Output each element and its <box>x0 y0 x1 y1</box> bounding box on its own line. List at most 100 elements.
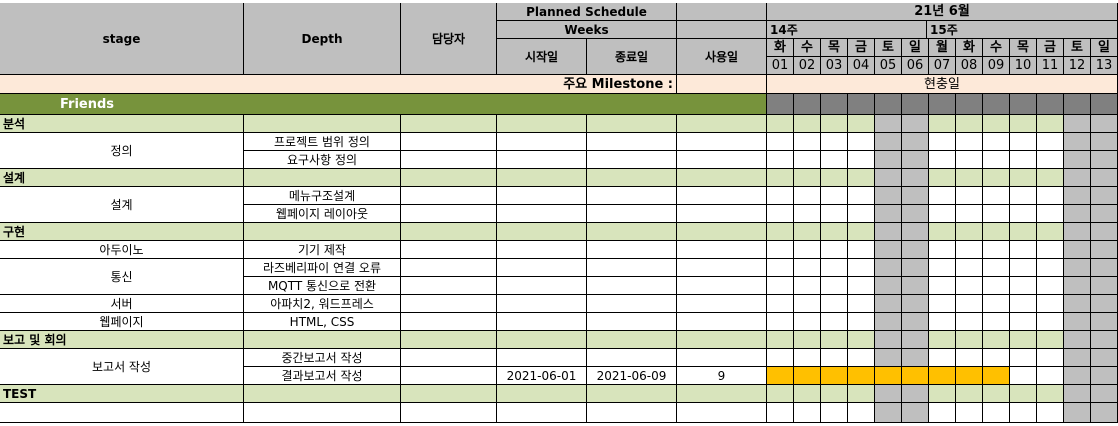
gantt-cell[interactable] <box>983 115 1010 133</box>
day-header-cell[interactable]: 화 <box>767 39 794 57</box>
owner-cell[interactable] <box>401 403 497 423</box>
header-depth[interactable]: Depth <box>244 3 401 75</box>
gantt-cell[interactable] <box>794 115 821 133</box>
gantt-cell[interactable] <box>1091 187 1118 205</box>
gantt-cell[interactable] <box>929 403 956 423</box>
gantt-cell[interactable] <box>929 94 956 115</box>
depth-cell[interactable]: HTML, CSS <box>244 313 401 331</box>
section-cell[interactable] <box>401 223 497 241</box>
gantt-cell[interactable] <box>1064 367 1091 385</box>
gantt-bar-cell[interactable] <box>875 367 902 385</box>
end-date-cell[interactable] <box>587 403 677 423</box>
owner-cell[interactable] <box>401 259 497 277</box>
gantt-cell[interactable] <box>983 169 1010 187</box>
gantt-bar-cell[interactable] <box>821 367 848 385</box>
gantt-cell[interactable] <box>983 385 1010 403</box>
days-used-cell[interactable] <box>677 349 767 367</box>
gantt-bar-cell[interactable] <box>794 367 821 385</box>
gantt-cell[interactable] <box>1091 331 1118 349</box>
gantt-cell[interactable] <box>875 331 902 349</box>
gantt-cell[interactable] <box>1064 313 1091 331</box>
gantt-bar-cell[interactable] <box>902 367 929 385</box>
header-end-date[interactable]: 종료일 <box>587 39 677 75</box>
gantt-cell[interactable] <box>1037 94 1064 115</box>
gantt-cell[interactable] <box>1091 94 1118 115</box>
gantt-cell[interactable] <box>794 385 821 403</box>
section-label[interactable]: 구현 <box>0 223 244 241</box>
gantt-cell[interactable] <box>1037 151 1064 169</box>
milestone-value[interactable]: 현충일 <box>767 75 1118 94</box>
gantt-cell[interactable] <box>1037 349 1064 367</box>
gantt-cell[interactable] <box>767 223 794 241</box>
gantt-cell[interactable] <box>929 169 956 187</box>
gantt-cell[interactable] <box>1091 385 1118 403</box>
gantt-cell[interactable] <box>848 169 875 187</box>
start-date-cell[interactable] <box>497 403 587 423</box>
gantt-cell[interactable] <box>848 94 875 115</box>
gantt-cell[interactable] <box>956 151 983 169</box>
days-used-cell[interactable] <box>677 151 767 169</box>
section-cell[interactable] <box>677 385 767 403</box>
section-cell[interactable] <box>587 223 677 241</box>
gantt-cell[interactable] <box>1037 403 1064 423</box>
section-cell[interactable] <box>587 115 677 133</box>
date-header-cell[interactable]: 01 <box>767 57 794 75</box>
end-date-cell[interactable] <box>587 205 677 223</box>
gantt-cell[interactable] <box>929 223 956 241</box>
gantt-cell[interactable] <box>821 187 848 205</box>
gantt-cell[interactable] <box>875 133 902 151</box>
gantt-cell[interactable] <box>1010 151 1037 169</box>
gantt-cell[interactable] <box>929 385 956 403</box>
gantt-cell[interactable] <box>1091 151 1118 169</box>
header-month[interactable]: 21년 6월 <box>767 3 1118 21</box>
gantt-bar-cell[interactable] <box>848 367 875 385</box>
gantt-cell[interactable] <box>848 403 875 423</box>
gantt-cell[interactable] <box>794 259 821 277</box>
gantt-cell[interactable] <box>1037 241 1064 259</box>
gantt-cell[interactable] <box>1091 223 1118 241</box>
gantt-cell[interactable] <box>767 403 794 423</box>
gantt-cell[interactable] <box>848 331 875 349</box>
gantt-cell[interactable] <box>902 115 929 133</box>
section-cell[interactable] <box>677 331 767 349</box>
gantt-cell[interactable] <box>794 277 821 295</box>
gantt-cell[interactable] <box>875 403 902 423</box>
gantt-cell[interactable] <box>821 169 848 187</box>
gantt-cell[interactable] <box>956 205 983 223</box>
gantt-cell[interactable] <box>821 403 848 423</box>
gantt-cell[interactable] <box>929 313 956 331</box>
gantt-cell[interactable] <box>767 385 794 403</box>
section-cell[interactable] <box>244 169 401 187</box>
gantt-cell[interactable] <box>767 94 794 115</box>
gantt-cell[interactable] <box>983 277 1010 295</box>
gantt-cell[interactable] <box>1010 313 1037 331</box>
gantt-cell[interactable] <box>767 133 794 151</box>
gantt-cell[interactable] <box>1064 94 1091 115</box>
depth-cell[interactable]: MQTT 통신으로 전환 <box>244 277 401 295</box>
depth-cell[interactable]: 기기 제작 <box>244 241 401 259</box>
days-used-cell[interactable] <box>677 403 767 423</box>
milestone-blank-cell[interactable] <box>677 75 767 94</box>
gantt-cell[interactable] <box>1064 151 1091 169</box>
gantt-cell[interactable] <box>767 205 794 223</box>
section-cell[interactable] <box>677 115 767 133</box>
gantt-cell[interactable] <box>902 94 929 115</box>
gantt-cell[interactable] <box>983 295 1010 313</box>
gantt-cell[interactable] <box>929 151 956 169</box>
gantt-cell[interactable] <box>767 151 794 169</box>
gantt-cell[interactable] <box>1064 241 1091 259</box>
gantt-cell[interactable] <box>1010 133 1037 151</box>
date-header-cell[interactable]: 05 <box>875 57 902 75</box>
end-date-cell[interactable] <box>587 151 677 169</box>
gantt-cell[interactable] <box>1010 349 1037 367</box>
gantt-cell[interactable] <box>1037 115 1064 133</box>
gantt-cell[interactable] <box>848 133 875 151</box>
start-date-cell[interactable] <box>497 259 587 277</box>
section-cell[interactable] <box>677 169 767 187</box>
gantt-cell[interactable] <box>956 331 983 349</box>
start-date-cell[interactable] <box>497 133 587 151</box>
gantt-cell[interactable] <box>929 259 956 277</box>
depth-cell[interactable]: 요구사항 정의 <box>244 151 401 169</box>
header-weeks[interactable]: Weeks <box>497 21 677 39</box>
gantt-cell[interactable] <box>956 241 983 259</box>
